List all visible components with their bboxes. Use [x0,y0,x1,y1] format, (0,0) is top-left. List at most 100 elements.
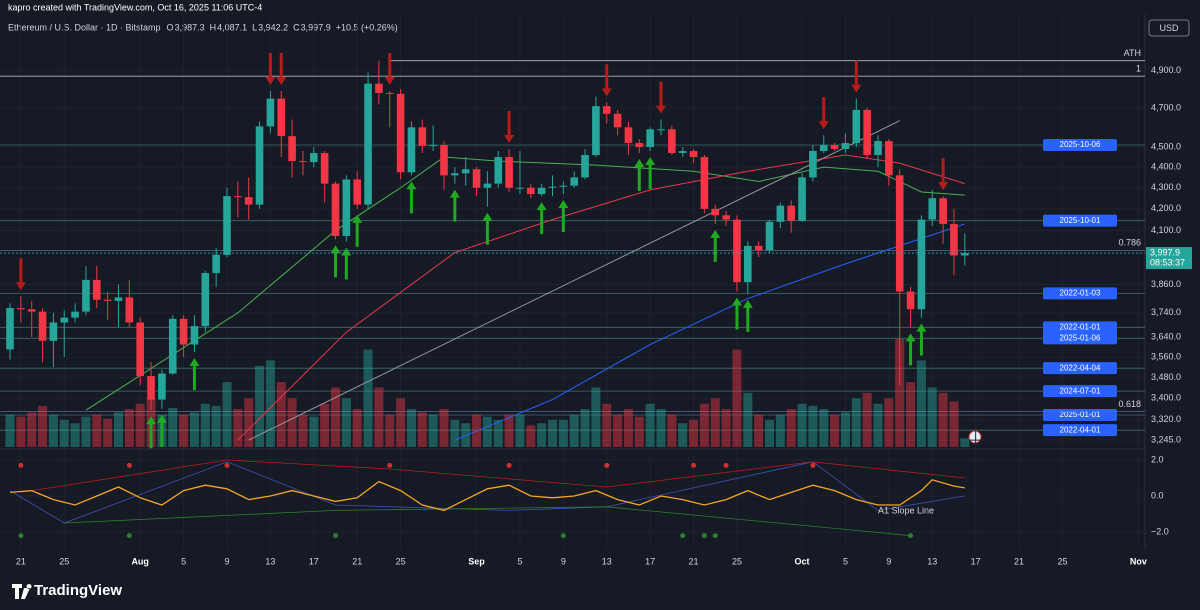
candle-body [60,317,69,323]
buy-arrow [406,181,417,214]
currency[interactable]: USD [1159,23,1179,33]
candle-body [429,145,437,147]
volume-bar [765,419,774,447]
osc-dot [701,533,707,539]
osc-line [9,461,965,524]
y-tick-label: 4,700.0 [1151,102,1181,112]
buy-arrow [352,214,363,247]
buy-arrow [558,200,569,233]
volume-bar [406,409,416,447]
level-tag [1043,424,1117,437]
osc-dot [18,533,24,539]
candle-body [147,376,155,400]
x-tick-label: 13 [602,556,612,566]
buy-arrow [905,333,916,366]
x-tick-label: 25 [396,556,406,566]
candle-body [418,127,427,147]
x-tick-label: 5 [517,556,522,566]
volume-bar [754,414,764,447]
buy-arrow [634,159,645,192]
candle-body [440,145,448,176]
candle-body [602,106,611,114]
candle-body [613,113,622,128]
x-tick-label: 17 [645,556,655,566]
volume-bar [710,398,720,447]
volume-bar [59,419,69,447]
candle-body [592,106,600,156]
osc-label: A1 Slope Line [878,505,934,515]
volume-bar [721,409,731,447]
fib-label: ATH [1124,48,1141,58]
candle-body [874,141,882,156]
volume-bar [840,412,850,447]
candle-body [385,92,394,94]
level-tag [1043,332,1117,345]
volume-bar [200,403,210,447]
osc-dot [691,462,697,468]
x-tick-label: 21 [352,556,362,566]
candle-body [548,186,557,188]
volume-bar [797,403,807,447]
volume-bar [27,412,37,447]
y-tick-label: 4,900.0 [1151,65,1181,75]
candle-body [917,219,926,310]
buy-arrow [731,297,742,330]
volume-bar [417,412,427,447]
volume-bar [786,409,796,447]
countdown: 08:53:37 [1150,257,1185,267]
candle-body [320,153,329,184]
candle-body [212,254,220,273]
sell-arrow [938,158,949,191]
y-tick-label: 3,400.0 [1151,393,1181,403]
volume-bar [548,419,557,447]
legend-text: 3,987.3 [175,22,205,32]
x-tick-label: Nov [1130,556,1147,566]
volume-bar [884,398,894,447]
volume-bar [16,416,26,447]
volume-bar [81,416,91,447]
volume-bar [634,416,644,447]
legend-text: Ethereum / U.S. Dollar · 1D · Bitstamp [8,22,161,32]
sell-arrow [276,53,287,86]
candle-body [646,129,654,148]
osc-dot [723,462,729,468]
level-label: 2025-01-06 [1060,333,1101,342]
osc-dot [333,533,338,539]
candle-body [765,221,774,251]
volume-bar [287,398,297,447]
volume-bar [656,409,666,447]
candle-body [38,311,47,341]
osc-dot [604,462,610,468]
volume-bar [927,387,937,447]
currency-button[interactable] [1148,19,1190,37]
candle-body [657,129,665,131]
x-tick-label: 9 [561,556,566,566]
volume-bar [396,398,406,447]
level-label: 2022-01-01 [1060,322,1101,331]
sell-arrow [384,53,395,86]
candle-body [158,373,166,400]
candle-body [6,308,14,350]
x-tick-label: 25 [1057,556,1067,566]
osc-tick-label: 2.0 [1151,454,1164,464]
y-tick-label: 4,100.0 [1151,225,1181,235]
osc-line [20,459,965,493]
volume-bar [591,387,601,447]
ma-line [454,223,965,441]
candle-body [711,208,720,216]
level-label: 2024-07-01 [1060,386,1101,395]
osc-dot [387,462,393,468]
candle-body [950,223,958,256]
candle-body [125,297,134,323]
candle-body [537,187,546,195]
volume-bar [244,398,254,447]
volume-bar [895,338,905,447]
candle-body [17,308,25,310]
buy-arrow [742,299,753,332]
level-tag [1043,139,1117,152]
volume-bar [938,392,948,447]
volume-bar [558,419,568,447]
candle-body [863,109,871,156]
volume-bar [5,414,15,447]
legend-text: 4,087.1 [217,22,247,32]
